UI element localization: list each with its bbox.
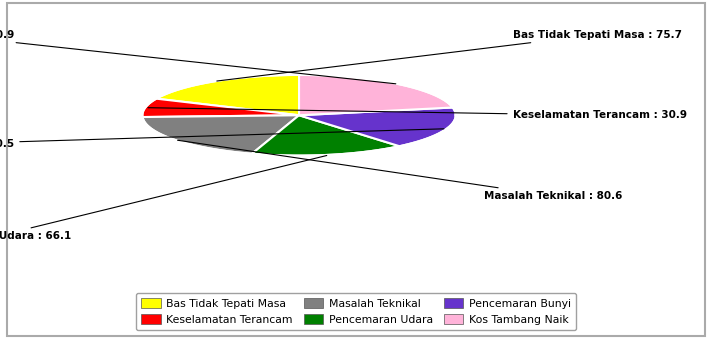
Text: Masalah Teknikal : 80.6: Masalah Teknikal : 80.6 [177,140,622,201]
Text: Bas Tidak Tepati Masa : 75.7: Bas Tidak Tepati Masa : 75.7 [217,29,681,81]
Text: Kos Tambang Naik : 90.9: Kos Tambang Naik : 90.9 [0,29,396,84]
Polygon shape [142,99,299,117]
Polygon shape [299,75,453,115]
Text: Pencemaran Udara : 66.1: Pencemaran Udara : 66.1 [0,156,327,241]
Polygon shape [252,115,399,156]
Polygon shape [299,107,456,146]
Polygon shape [142,115,299,154]
Text: Keselamatan Terancam : 30.9: Keselamatan Terancam : 30.9 [148,108,686,120]
Legend: Bas Tidak Tepati Masa, Keselamatan Terancam, Masalah Teknikal, Pencemaran Udara,: Bas Tidak Tepati Masa, Keselamatan Teran… [136,293,576,330]
Polygon shape [156,75,299,115]
Text: Pencemaran Bunyi : 70.5: Pencemaran Bunyi : 70.5 [0,129,444,149]
